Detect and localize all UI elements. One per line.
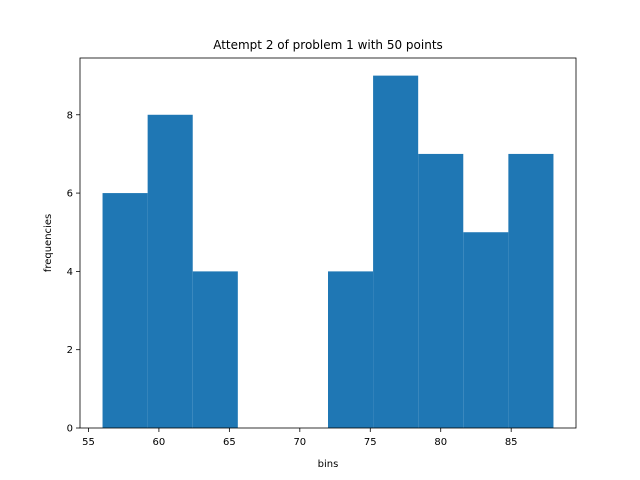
y-tick-label: 8 — [67, 110, 73, 121]
chart-title: Attempt 2 of problem 1 with 50 points — [213, 38, 443, 52]
x-tick-label: 65 — [223, 437, 236, 448]
histogram-bar — [192, 271, 238, 428]
x-tick-label: 75 — [364, 437, 377, 448]
y-tick-label: 0 — [67, 424, 73, 435]
y-tick-label: 6 — [67, 189, 73, 200]
y-axis-ticks: 0 2 4 6 8 — [67, 110, 80, 435]
bars-group — [102, 75, 554, 429]
plot-frame — [79, 57, 577, 429]
x-tick-label: 80 — [434, 437, 447, 448]
histogram-bar — [418, 153, 464, 429]
x-axis-ticks: 55 60 65 70 75 80 85 — [82, 428, 518, 448]
y-tick-label: 2 — [67, 345, 73, 356]
x-tick-label: 60 — [153, 437, 166, 448]
histogram-bar — [463, 232, 509, 428]
x-axis-label: bins — [318, 459, 339, 470]
x-tick-label: 85 — [505, 437, 518, 448]
histogram-bar — [147, 114, 193, 428]
x-tick-label: 70 — [293, 437, 306, 448]
y-axis-label: frequencies — [43, 214, 54, 272]
histogram-bar — [508, 153, 554, 429]
y-tick-label: 4 — [67, 267, 73, 278]
x-tick-label: 55 — [82, 437, 95, 448]
histogram-bar — [102, 193, 148, 428]
histogram-bar — [328, 271, 374, 428]
histogram-bar — [373, 75, 419, 428]
